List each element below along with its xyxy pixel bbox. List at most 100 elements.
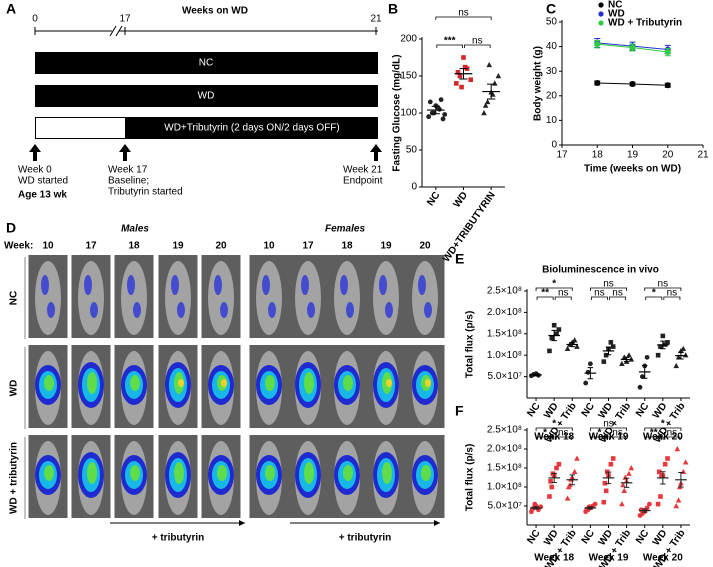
error-bar <box>459 68 468 80</box>
panel-label: B <box>388 1 398 17</box>
y-axis-label: Total flux (p/s) <box>465 311 476 379</box>
error-bar <box>587 367 594 380</box>
significance-label: ns <box>603 279 614 290</box>
signal <box>418 275 426 295</box>
significance-bracket <box>644 427 682 431</box>
panel-label: F <box>455 403 464 419</box>
mouse-body <box>35 261 61 335</box>
data-point <box>664 82 671 89</box>
data-point <box>626 470 632 476</box>
treatment-label: + tributyrin <box>152 533 205 544</box>
significance-bracket <box>535 287 573 291</box>
significance-label: ns <box>558 428 569 439</box>
data-point <box>659 473 664 478</box>
significance-label: * <box>552 419 556 430</box>
significance-bracket <box>554 436 572 440</box>
signal <box>220 302 228 318</box>
data-point <box>554 331 559 337</box>
data-point <box>655 501 661 507</box>
mouse-body <box>334 261 360 335</box>
significance-label: * <box>652 288 656 299</box>
significance-label: ns <box>667 428 678 439</box>
error-bar <box>660 340 666 350</box>
treatment-bar <box>125 117 378 139</box>
data-point <box>610 344 616 349</box>
significance-bracket <box>609 436 627 440</box>
data-point <box>660 333 666 339</box>
data-point <box>619 501 625 507</box>
data-point <box>603 488 609 494</box>
data-point <box>674 446 681 452</box>
data-point <box>457 73 463 79</box>
error-bar <box>678 472 684 488</box>
data-point <box>639 374 645 379</box>
group-bar-label: WD+Tributyrin (2 days ON/2 days OFF) <box>164 123 340 134</box>
signal <box>41 275 49 295</box>
event-arrow <box>33 151 37 161</box>
y-tick-label: 2.0×10⁸ <box>487 307 522 318</box>
signal <box>343 375 353 391</box>
data-point <box>454 81 459 86</box>
signal <box>174 462 184 484</box>
y-tick-label: 200 <box>400 34 417 45</box>
legend-marker <box>598 2 604 8</box>
week-number: 20 <box>419 241 431 252</box>
error-bar <box>551 472 557 483</box>
significance-bracket <box>435 16 492 20</box>
significance-label: * <box>543 428 547 439</box>
error-bar <box>551 329 557 342</box>
significance-label: ns <box>612 288 623 299</box>
data-point <box>628 465 635 471</box>
y-tick-label: 5.0×10⁷ <box>488 501 523 512</box>
data-point <box>481 110 487 116</box>
data-point <box>662 461 668 467</box>
data-point <box>608 340 614 345</box>
treatment-arrow <box>434 520 440 526</box>
y-tick-label: 20 <box>546 90 558 101</box>
signal <box>221 379 227 387</box>
week-number: 18 <box>128 241 140 252</box>
data-point <box>620 482 626 488</box>
error-bar <box>660 471 666 485</box>
data-point <box>574 343 580 349</box>
error-bar <box>623 356 630 363</box>
group-bar-label: NC <box>199 58 213 69</box>
chart-title: Bioluminescence in vivo <box>542 265 659 276</box>
data-point <box>673 362 680 369</box>
data-point <box>665 340 670 345</box>
y-tick-label: 150 <box>400 71 417 82</box>
y-tick-label: 1.5×10⁸ <box>487 328 522 339</box>
legend-label: WD + Tributyrin <box>608 18 682 29</box>
week-number: 10 <box>263 241 275 252</box>
significance-label: * <box>552 279 556 290</box>
significance-bracket <box>436 44 463 48</box>
signal <box>304 462 314 484</box>
data-point <box>675 354 682 360</box>
signal <box>421 465 431 481</box>
x-tick-label: NC <box>525 401 542 419</box>
y-tick-label: 50 <box>406 145 418 156</box>
data-point <box>455 70 461 75</box>
x-tick-label: WD+TRIBUTYRIN <box>441 190 498 264</box>
event-arrow <box>29 144 41 152</box>
signal <box>44 375 54 391</box>
data-point <box>673 503 680 509</box>
data-point <box>547 348 552 354</box>
data-point <box>656 469 662 475</box>
significance-bracket <box>589 427 628 431</box>
data-point <box>484 98 491 105</box>
significance-label: ns <box>458 8 469 19</box>
significance-bracket <box>536 296 554 300</box>
signal <box>44 465 54 481</box>
week-number: 18 <box>341 241 353 252</box>
data-point <box>564 345 571 351</box>
significance-label: * <box>597 428 601 439</box>
event-text: Endpoint <box>343 176 383 187</box>
x-tick-label: NC <box>580 401 597 419</box>
mouse-body <box>121 261 147 335</box>
signal <box>425 379 431 387</box>
data-point <box>551 322 557 328</box>
group-label: Week 18 <box>534 553 574 564</box>
error-bar <box>487 83 496 100</box>
signal <box>47 302 55 318</box>
